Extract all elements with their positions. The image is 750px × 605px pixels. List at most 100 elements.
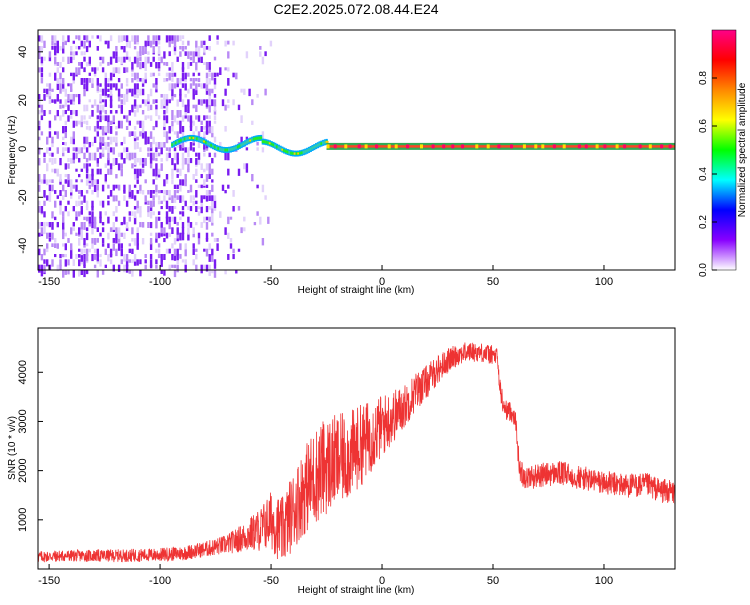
heatmap-cell xyxy=(91,168,94,177)
heatmap-cell xyxy=(304,150,307,154)
heatmap-cell xyxy=(195,126,198,132)
heatmap-cell xyxy=(200,195,203,203)
heatmap-cell xyxy=(149,40,153,48)
heatmap-cell xyxy=(125,152,129,160)
heatmap-cell xyxy=(67,35,70,43)
heatmap-cell xyxy=(306,149,309,153)
heatmap-cell xyxy=(171,35,174,41)
heatmap-cell xyxy=(101,200,105,208)
heatmap-cell xyxy=(91,67,94,72)
colorbar-tick-label: 0.4 xyxy=(698,167,709,181)
heatmap-cell xyxy=(104,110,107,115)
heatmap-cell xyxy=(203,248,206,252)
heatmap-cell xyxy=(173,184,177,189)
heatmap-cell xyxy=(141,168,145,174)
heatmap-cell xyxy=(180,138,183,142)
heatmap-cell xyxy=(200,184,203,189)
heatmap-cell xyxy=(80,259,83,265)
heatmap-cell xyxy=(205,115,209,119)
heatmap-cell xyxy=(78,227,81,235)
heatmap-cell xyxy=(227,99,230,103)
heatmap-cell xyxy=(240,88,243,93)
heatmap-cell xyxy=(357,144,361,149)
heatmap-cell xyxy=(131,211,134,216)
heatmap-cell xyxy=(133,184,137,188)
heatmap-cell xyxy=(139,270,142,277)
heatmap-cell xyxy=(168,40,171,48)
heatmap-cell xyxy=(243,216,246,222)
heatmap-cell xyxy=(85,158,89,163)
heatmap-cell xyxy=(99,232,102,237)
heatmap-cell xyxy=(208,104,211,113)
heatmap-cell xyxy=(123,115,126,119)
heatmap-cell xyxy=(160,254,163,262)
heatmap-cell xyxy=(91,190,94,195)
heatmap-cell xyxy=(219,211,222,218)
heatmap-cell xyxy=(109,147,113,153)
heatmap-cell xyxy=(54,51,57,56)
heatmap-cell xyxy=(144,78,147,84)
heatmap-cell xyxy=(147,56,150,64)
heatmap-cell xyxy=(72,147,75,152)
heatmap-cell xyxy=(70,179,73,187)
heatmap-cell xyxy=(155,99,158,104)
heatmap-cell xyxy=(139,62,142,70)
heatmap-cell xyxy=(475,144,479,149)
heatmap-cell xyxy=(80,115,83,122)
heatmap-cell xyxy=(128,216,131,222)
heatmap-cell xyxy=(62,35,65,42)
heatmap-cell xyxy=(232,99,235,106)
heatmap-cell xyxy=(107,142,110,147)
heatmap-cell xyxy=(112,158,115,166)
heatmap-cell xyxy=(115,216,118,222)
heatmap-cell xyxy=(115,232,118,241)
heatmap-cell xyxy=(62,195,65,200)
heatmap-cell xyxy=(197,72,201,76)
heatmap-cell xyxy=(62,222,65,230)
heatmap-cell xyxy=(192,88,195,96)
heatmap-cell xyxy=(59,88,62,94)
heatmap-cell xyxy=(141,78,145,84)
heatmap-cell xyxy=(38,94,41,100)
heatmap-cell xyxy=(265,140,268,144)
heatmap-cell xyxy=(197,152,201,160)
heatmap-cell xyxy=(48,238,52,242)
heatmap-cell xyxy=(99,62,102,67)
heatmap-cell xyxy=(43,248,46,256)
heatmap-cell xyxy=(133,72,137,81)
heatmap-cell xyxy=(109,254,113,258)
heatmap-y-tick-label: -40 xyxy=(17,238,29,254)
heatmap-cell xyxy=(155,163,158,170)
heatmap-cell xyxy=(54,168,57,174)
heatmap-cell xyxy=(43,88,46,94)
heatmap-cell xyxy=(128,190,131,198)
heatmap-cells xyxy=(38,35,675,278)
heatmap-cell xyxy=(120,163,123,169)
heatmap-cell xyxy=(160,94,163,98)
heatmap-cell xyxy=(120,168,123,177)
heatmap-cell xyxy=(157,248,161,254)
heatmap-cell xyxy=(38,35,41,42)
heatmap-cell xyxy=(115,46,118,51)
heatmap-cell xyxy=(51,179,54,183)
heatmap-cell xyxy=(117,200,121,206)
heatmap-cell xyxy=(136,243,139,250)
heatmap-cell xyxy=(136,83,139,90)
heatmap-y-tick-label: 0 xyxy=(17,146,29,152)
heatmap-cell xyxy=(192,200,195,206)
heatmap-cell xyxy=(152,211,155,216)
heatmap-cell xyxy=(107,40,110,49)
heatmap-cell xyxy=(152,99,155,104)
heatmap-cell xyxy=(83,83,86,89)
heatmap-cell xyxy=(160,259,163,267)
heatmap-cell xyxy=(168,83,171,91)
heatmap-cell xyxy=(227,184,230,189)
heatmap-cell xyxy=(38,126,41,131)
heatmap-cell xyxy=(155,62,158,69)
heatmap-cell xyxy=(139,131,142,137)
heatmap-cell xyxy=(179,110,182,118)
heatmap-cell xyxy=(227,216,230,225)
heatmap-cell xyxy=(104,248,107,255)
heatmap-cell xyxy=(48,184,52,191)
heatmap-cell xyxy=(136,179,139,184)
